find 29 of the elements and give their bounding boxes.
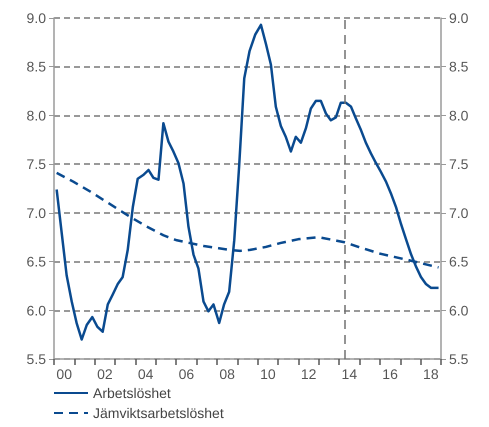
legend-label: Jämviktsarbetslöshet	[93, 405, 224, 421]
legend-label: Arbetslöshet	[93, 385, 171, 401]
y-tick-label: 8.5	[26, 58, 46, 75]
y-tick-label: 5.5	[26, 351, 46, 367]
y-tick-label: 8.0	[26, 107, 46, 124]
y-tick-label: 7.0	[26, 204, 46, 221]
x-tick-label: 10	[260, 366, 276, 382]
x-tick-label: 08	[219, 366, 236, 382]
y-tick-label: 6.0	[26, 302, 46, 318]
y2-tick-label: 9.0	[449, 10, 469, 26]
y2-tick-label: 6.5	[449, 254, 469, 270]
x-tick-label: 02	[97, 366, 113, 382]
y2-tick-label: 7.5	[449, 156, 469, 172]
y2-tick-label: 8.5	[449, 58, 469, 75]
y-tick-label: 9.0	[26, 10, 46, 26]
x-tick-label: 04	[138, 366, 154, 382]
y2-tick-label: 5.5	[449, 351, 469, 367]
x-tick-label: 00	[56, 366, 72, 382]
x-tick-label: 14	[342, 366, 358, 382]
x-tick-label: 16	[382, 366, 398, 382]
y-tick-label: 6.5	[26, 254, 46, 270]
y2-tick-label: 6.0	[449, 302, 469, 318]
y2-tick-label: 8.0	[449, 107, 469, 124]
line-series	[55, 24, 440, 341]
y2-tick-label: 7.0	[449, 204, 469, 221]
x-tick-label: 12	[300, 366, 317, 382]
x-tick-label: 06	[178, 366, 194, 382]
x-tick-label: 18	[423, 366, 439, 382]
y-tick-label: 7.5	[26, 156, 46, 172]
